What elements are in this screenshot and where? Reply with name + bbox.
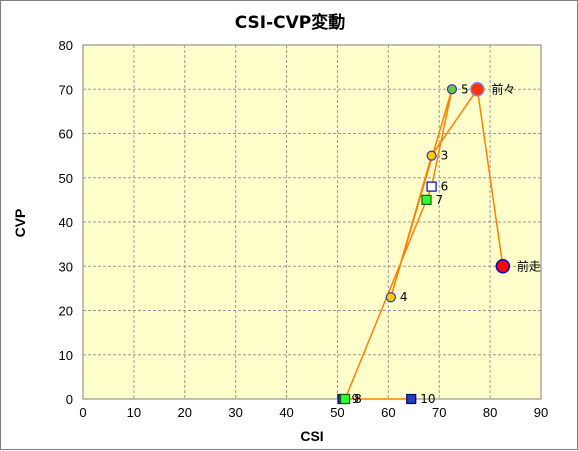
chart-title: CSI-CVP変動	[235, 12, 346, 33]
x-tick-labels: 0 10 20 30 40 50 60 70 80 90	[79, 405, 548, 420]
y-tick-label: 0	[66, 392, 73, 407]
x-tick-label: 60	[381, 405, 395, 420]
data-point-8	[339, 393, 351, 405]
point-label: 前々	[491, 81, 515, 96]
x-tick-label: 30	[228, 405, 242, 420]
data-point-7	[421, 194, 432, 205]
y-tick-label: 80	[59, 38, 73, 53]
x-tick-label: 20	[178, 405, 192, 420]
x-tick-label: 70	[432, 405, 446, 420]
point-label: 9	[352, 392, 360, 406]
data-point-3	[426, 150, 437, 161]
x-tick-label: 0	[79, 405, 86, 420]
y-tick-label: 20	[59, 304, 73, 319]
data-point-5	[446, 84, 458, 95]
data-point-4	[385, 292, 396, 303]
data-point-6	[426, 181, 437, 192]
x-tick-label: 10	[127, 405, 141, 420]
data-point-前々	[470, 82, 485, 97]
plot-area	[83, 45, 541, 399]
point-label: 前走	[517, 258, 541, 273]
series-markers	[337, 82, 511, 405]
y-tick-label: 50	[59, 171, 73, 186]
point-label: 7	[436, 193, 444, 207]
x-axis-label: CSI	[300, 428, 323, 444]
plot-border	[82, 44, 542, 400]
data-point-前走	[495, 259, 511, 274]
data-point-10	[406, 393, 417, 405]
x-tick-label: 90	[534, 405, 548, 420]
point-label: 8	[354, 392, 362, 406]
x-tick-label: 80	[483, 405, 497, 420]
y-axis-label: CVP	[12, 209, 28, 238]
y-tick-label: 60	[59, 127, 73, 142]
y-tick-label: 10	[59, 348, 73, 363]
point-label: 5	[461, 82, 469, 96]
y-tick-label: 30	[59, 259, 73, 274]
x-tick-label: 40	[279, 405, 293, 420]
y-tick-label: 70	[59, 82, 73, 97]
point-label: 4	[400, 290, 408, 304]
point-label: 10	[420, 392, 435, 406]
point-label: 6	[441, 180, 449, 194]
x-tick-label: 50	[330, 405, 344, 420]
gridlines	[83, 45, 541, 399]
y-tick-label: 40	[59, 215, 73, 230]
y-tick-labels: 0 10 20 30 40 50 60 70 80	[59, 38, 73, 407]
point-label: 3	[441, 149, 449, 163]
